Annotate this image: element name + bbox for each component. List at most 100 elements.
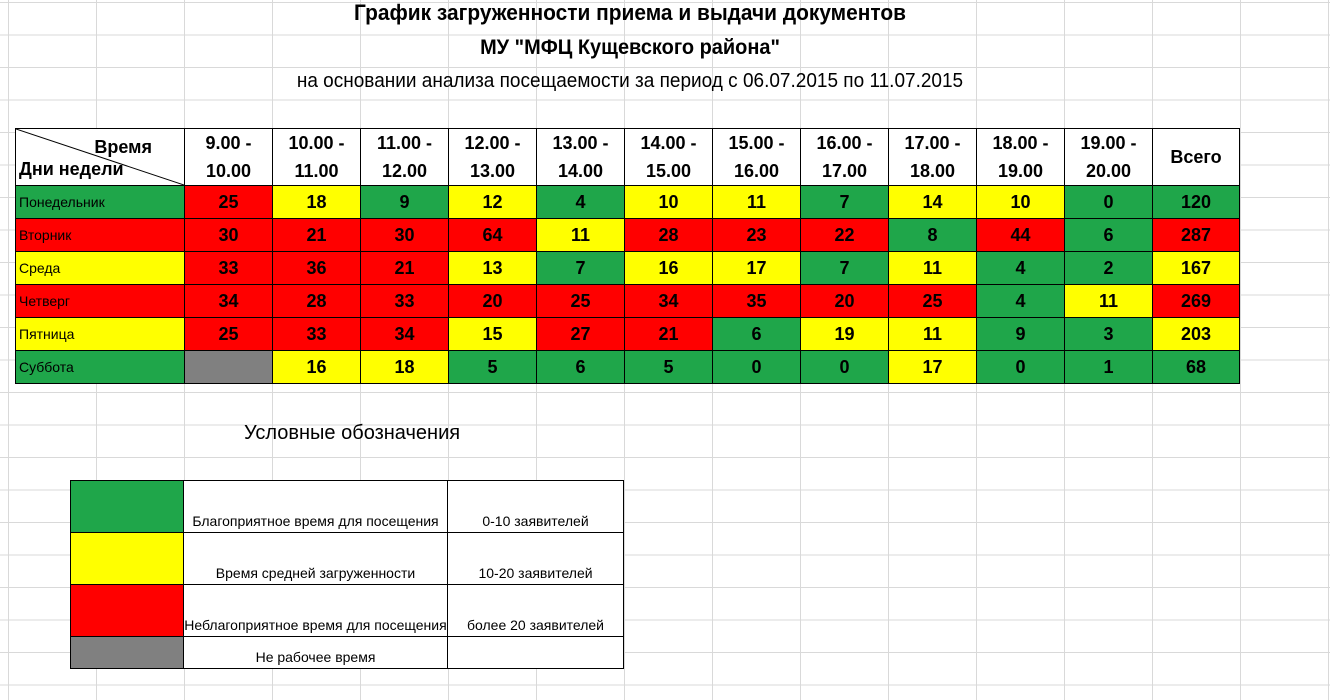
visitor-count-cell[interactable]: 0 bbox=[712, 350, 801, 384]
visitor-count-cell[interactable]: 9 bbox=[360, 185, 449, 219]
day-label[interactable]: Вторник bbox=[15, 218, 185, 252]
visitor-count-cell[interactable]: 12 bbox=[448, 185, 537, 219]
visitor-count-cell[interactable]: 19 bbox=[800, 317, 889, 351]
visitor-count-cell[interactable] bbox=[184, 350, 273, 384]
visitor-count-cell[interactable]: 25 bbox=[888, 284, 977, 318]
legend-range[interactable] bbox=[447, 636, 624, 669]
day-label[interactable]: Пятница bbox=[15, 317, 185, 351]
visitor-count-cell[interactable]: 1 bbox=[1064, 350, 1153, 384]
visitor-count-cell[interactable]: 25 bbox=[536, 284, 625, 318]
visitor-count-cell[interactable]: 4 bbox=[976, 251, 1065, 285]
visitor-count-cell[interactable]: 25 bbox=[184, 185, 273, 219]
visitor-count-cell[interactable]: 6 bbox=[712, 317, 801, 351]
row-total-cell[interactable]: 203 bbox=[1152, 317, 1240, 351]
time-slot-header[interactable]: 15.00 - 16.00 bbox=[712, 128, 801, 186]
visitor-count-cell[interactable]: 64 bbox=[448, 218, 537, 252]
visitor-count-cell[interactable]: 7 bbox=[800, 251, 889, 285]
visitor-count-cell[interactable]: 10 bbox=[976, 185, 1065, 219]
legend-description[interactable]: Не рабочее время bbox=[183, 636, 448, 669]
visitor-count-cell[interactable]: 21 bbox=[624, 317, 713, 351]
visitor-count-cell[interactable]: 17 bbox=[712, 251, 801, 285]
visitor-count-cell[interactable]: 13 bbox=[448, 251, 537, 285]
time-slot-header[interactable]: 9.00 - 10.00 bbox=[184, 128, 273, 186]
visitor-count-cell[interactable]: 28 bbox=[272, 284, 361, 318]
visitor-count-cell[interactable]: 16 bbox=[624, 251, 713, 285]
time-slot-header[interactable]: 10.00 - 11.00 bbox=[272, 128, 361, 186]
visitor-count-cell[interactable]: 15 bbox=[448, 317, 537, 351]
legend-color-swatch[interactable] bbox=[70, 636, 184, 669]
visitor-count-cell[interactable]: 23 bbox=[712, 218, 801, 252]
visitor-count-cell[interactable]: 17 bbox=[888, 350, 977, 384]
visitor-count-cell[interactable]: 33 bbox=[272, 317, 361, 351]
legend-color-swatch[interactable] bbox=[70, 480, 184, 533]
row-total-cell[interactable]: 120 bbox=[1152, 185, 1240, 219]
visitor-count-cell[interactable]: 8 bbox=[888, 218, 977, 252]
visitor-count-cell[interactable]: 44 bbox=[976, 218, 1065, 252]
visitor-count-cell[interactable]: 30 bbox=[184, 218, 273, 252]
legend-color-swatch[interactable] bbox=[70, 532, 184, 585]
visitor-count-cell[interactable]: 34 bbox=[184, 284, 273, 318]
visitor-count-cell[interactable]: 6 bbox=[536, 350, 625, 384]
visitor-count-cell[interactable]: 0 bbox=[1064, 185, 1153, 219]
visitor-count-cell[interactable]: 11 bbox=[536, 218, 625, 252]
visitor-count-cell[interactable]: 5 bbox=[448, 350, 537, 384]
visitor-count-cell[interactable]: 0 bbox=[976, 350, 1065, 384]
row-total-cell[interactable]: 269 bbox=[1152, 284, 1240, 318]
visitor-count-cell[interactable]: 6 bbox=[1064, 218, 1153, 252]
total-header[interactable]: Всего bbox=[1152, 128, 1240, 186]
day-label[interactable]: Четверг bbox=[15, 284, 185, 318]
visitor-count-cell[interactable]: 9 bbox=[976, 317, 1065, 351]
visitor-count-cell[interactable]: 33 bbox=[184, 251, 273, 285]
legend-range[interactable]: 0-10 заявителей bbox=[447, 480, 624, 533]
legend-color-swatch[interactable] bbox=[70, 584, 184, 637]
day-label[interactable]: Суббота bbox=[15, 350, 185, 384]
visitor-count-cell[interactable]: 28 bbox=[624, 218, 713, 252]
time-slot-header[interactable]: 14.00 - 15.00 bbox=[624, 128, 713, 186]
visitor-count-cell[interactable]: 34 bbox=[624, 284, 713, 318]
visitor-count-cell[interactable]: 14 bbox=[888, 185, 977, 219]
visitor-count-cell[interactable]: 4 bbox=[536, 185, 625, 219]
visitor-count-cell[interactable]: 10 bbox=[624, 185, 713, 219]
visitor-count-cell[interactable]: 2 bbox=[1064, 251, 1153, 285]
visitor-count-cell[interactable]: 4 bbox=[976, 284, 1065, 318]
visitor-count-cell[interactable]: 34 bbox=[360, 317, 449, 351]
time-slot-header[interactable]: 16.00 - 17.00 bbox=[800, 128, 889, 186]
visitor-count-cell[interactable]: 22 bbox=[800, 218, 889, 252]
time-slot-header[interactable]: 12.00 - 13.00 bbox=[448, 128, 537, 186]
row-total-cell[interactable]: 68 bbox=[1152, 350, 1240, 384]
time-slot-header[interactable]: 13.00 - 14.00 bbox=[536, 128, 625, 186]
visitor-count-cell[interactable]: 18 bbox=[360, 350, 449, 384]
visitor-count-cell[interactable]: 16 bbox=[272, 350, 361, 384]
legend-range[interactable]: более 20 заявителей bbox=[447, 584, 624, 637]
row-total-cell[interactable]: 167 bbox=[1152, 251, 1240, 285]
visitor-count-cell[interactable]: 21 bbox=[272, 218, 361, 252]
visitor-count-cell[interactable]: 33 bbox=[360, 284, 449, 318]
visitor-count-cell[interactable]: 27 bbox=[536, 317, 625, 351]
visitor-count-cell[interactable]: 21 bbox=[360, 251, 449, 285]
day-label[interactable]: Понедельник bbox=[15, 185, 185, 219]
visitor-count-cell[interactable]: 5 bbox=[624, 350, 713, 384]
legend-description[interactable]: Неблагоприятное время для посещения bbox=[183, 584, 448, 637]
visitor-count-cell[interactable]: 7 bbox=[800, 185, 889, 219]
day-label[interactable]: Среда bbox=[15, 251, 185, 285]
visitor-count-cell[interactable]: 3 bbox=[1064, 317, 1153, 351]
visitor-count-cell[interactable]: 35 bbox=[712, 284, 801, 318]
visitor-count-cell[interactable]: 20 bbox=[448, 284, 537, 318]
visitor-count-cell[interactable]: 11 bbox=[888, 251, 977, 285]
time-slot-header[interactable]: 11.00 - 12.00 bbox=[360, 128, 449, 186]
visitor-count-cell[interactable]: 30 bbox=[360, 218, 449, 252]
time-slot-header[interactable]: 17.00 - 18.00 bbox=[888, 128, 977, 186]
visitor-count-cell[interactable]: 18 bbox=[272, 185, 361, 219]
time-slot-header[interactable]: 19.00 - 20.00 bbox=[1064, 128, 1153, 186]
time-slot-header[interactable]: 18.00 - 19.00 bbox=[976, 128, 1065, 186]
visitor-count-cell[interactable]: 7 bbox=[536, 251, 625, 285]
visitor-count-cell[interactable]: 36 bbox=[272, 251, 361, 285]
visitor-count-cell[interactable]: 11 bbox=[888, 317, 977, 351]
visitor-count-cell[interactable]: 11 bbox=[712, 185, 801, 219]
visitor-count-cell[interactable]: 11 bbox=[1064, 284, 1153, 318]
legend-range[interactable]: 10-20 заявителей bbox=[447, 532, 624, 585]
visitor-count-cell[interactable]: 20 bbox=[800, 284, 889, 318]
legend-description[interactable]: Благоприятное время для посещения bbox=[183, 480, 448, 533]
visitor-count-cell[interactable]: 25 bbox=[184, 317, 273, 351]
visitor-count-cell[interactable]: 0 bbox=[800, 350, 889, 384]
